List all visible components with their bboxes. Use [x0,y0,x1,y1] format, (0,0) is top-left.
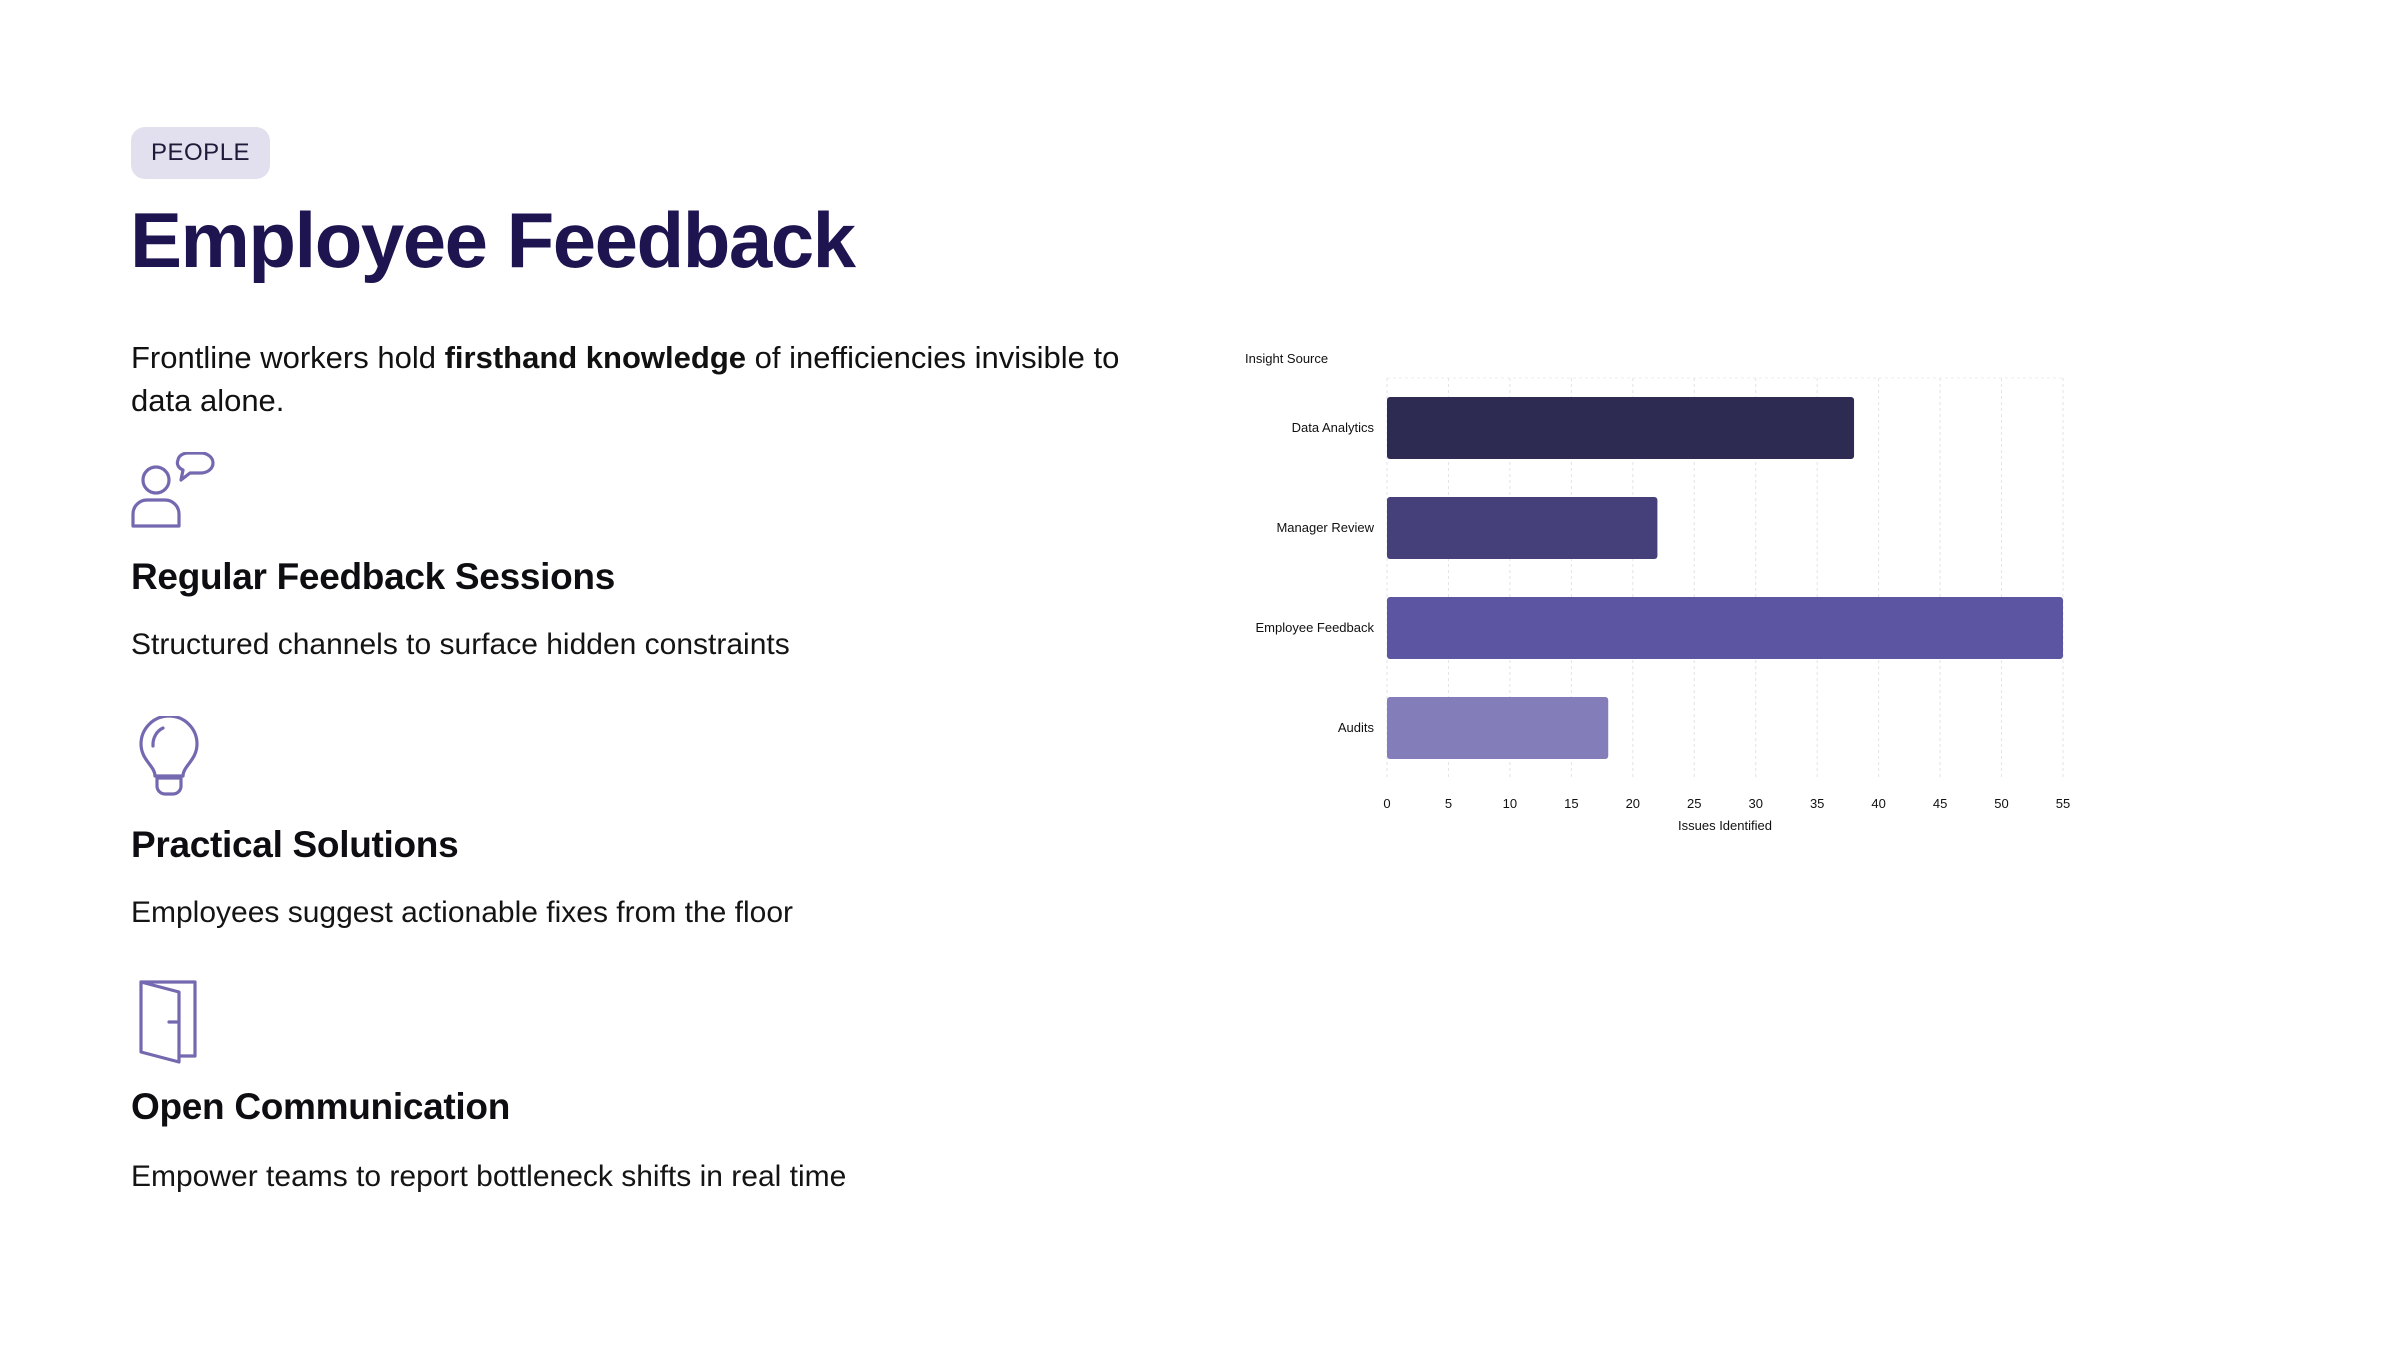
bar [1387,597,2063,659]
bar [1387,397,1855,459]
bar [1387,697,1609,759]
issues-bar-chart: Data Analytics Manager Review Employee Fee… [1230,340,2110,845]
feature-description: Empower teams to report bottleneck shift… [131,1160,847,1193]
chart-x-ticks: 0 5 10 15 20 25 30 35 40 45 50 55 [1383,796,2070,811]
bar [1387,497,1658,559]
x-tick-label: 20 [1626,796,1640,811]
x-tick-label: 15 [1564,796,1578,811]
feature-title: Practical Solutions [131,824,459,865]
x-tick-label: 10 [1503,796,1517,811]
door-icon [137,980,201,1069]
chart-bars [1387,397,2063,759]
feature-description: Employees suggest actionable fixes from … [131,896,794,929]
category-label: Manager Review [1276,520,1374,535]
y-axis-title: Insight Source [1245,351,1328,366]
x-tick-label: 0 [1383,796,1390,811]
category-label: Data Analytics [1292,420,1375,435]
feature-title: Open Communication [131,1086,510,1127]
chart-category-labels: Data Analytics Manager Review Employee Fee… [1255,420,1374,735]
x-axis-title: Issues Identified [1678,818,1772,833]
x-tick-label: 35 [1810,796,1824,811]
category-label: Employee Feedback [1255,620,1374,635]
section-tag: PEOPLE [131,127,271,179]
intro-text-emphasis: firsthand knowledge [444,340,746,375]
x-tick-label: 40 [1871,796,1885,811]
x-tick-label: 55 [2056,796,2070,811]
people-chat-icon [131,451,215,537]
feature-title: Regular Feedback Sessions [131,556,615,597]
x-tick-label: 50 [1994,796,2008,811]
intro-text: Frontline workers hold firsthand knowled… [131,336,1141,422]
chart-canvas: Data Analytics Manager Review Employee Fee… [1245,351,2070,833]
page-title: Employee Feedback [130,196,856,284]
x-tick-label: 25 [1687,796,1701,811]
x-tick-label: 30 [1748,796,1762,811]
intro-text-end: of inefficiencies invisible to data alon… [131,340,1120,418]
x-tick-label: 5 [1445,796,1452,811]
lightbulb-icon [137,714,201,805]
intro-text-start: Frontline workers hold [131,340,445,375]
feature-description: Structured channels to surface hidden co… [131,628,790,661]
x-tick-label: 45 [1933,796,1947,811]
category-label: Audits [1338,720,1375,735]
